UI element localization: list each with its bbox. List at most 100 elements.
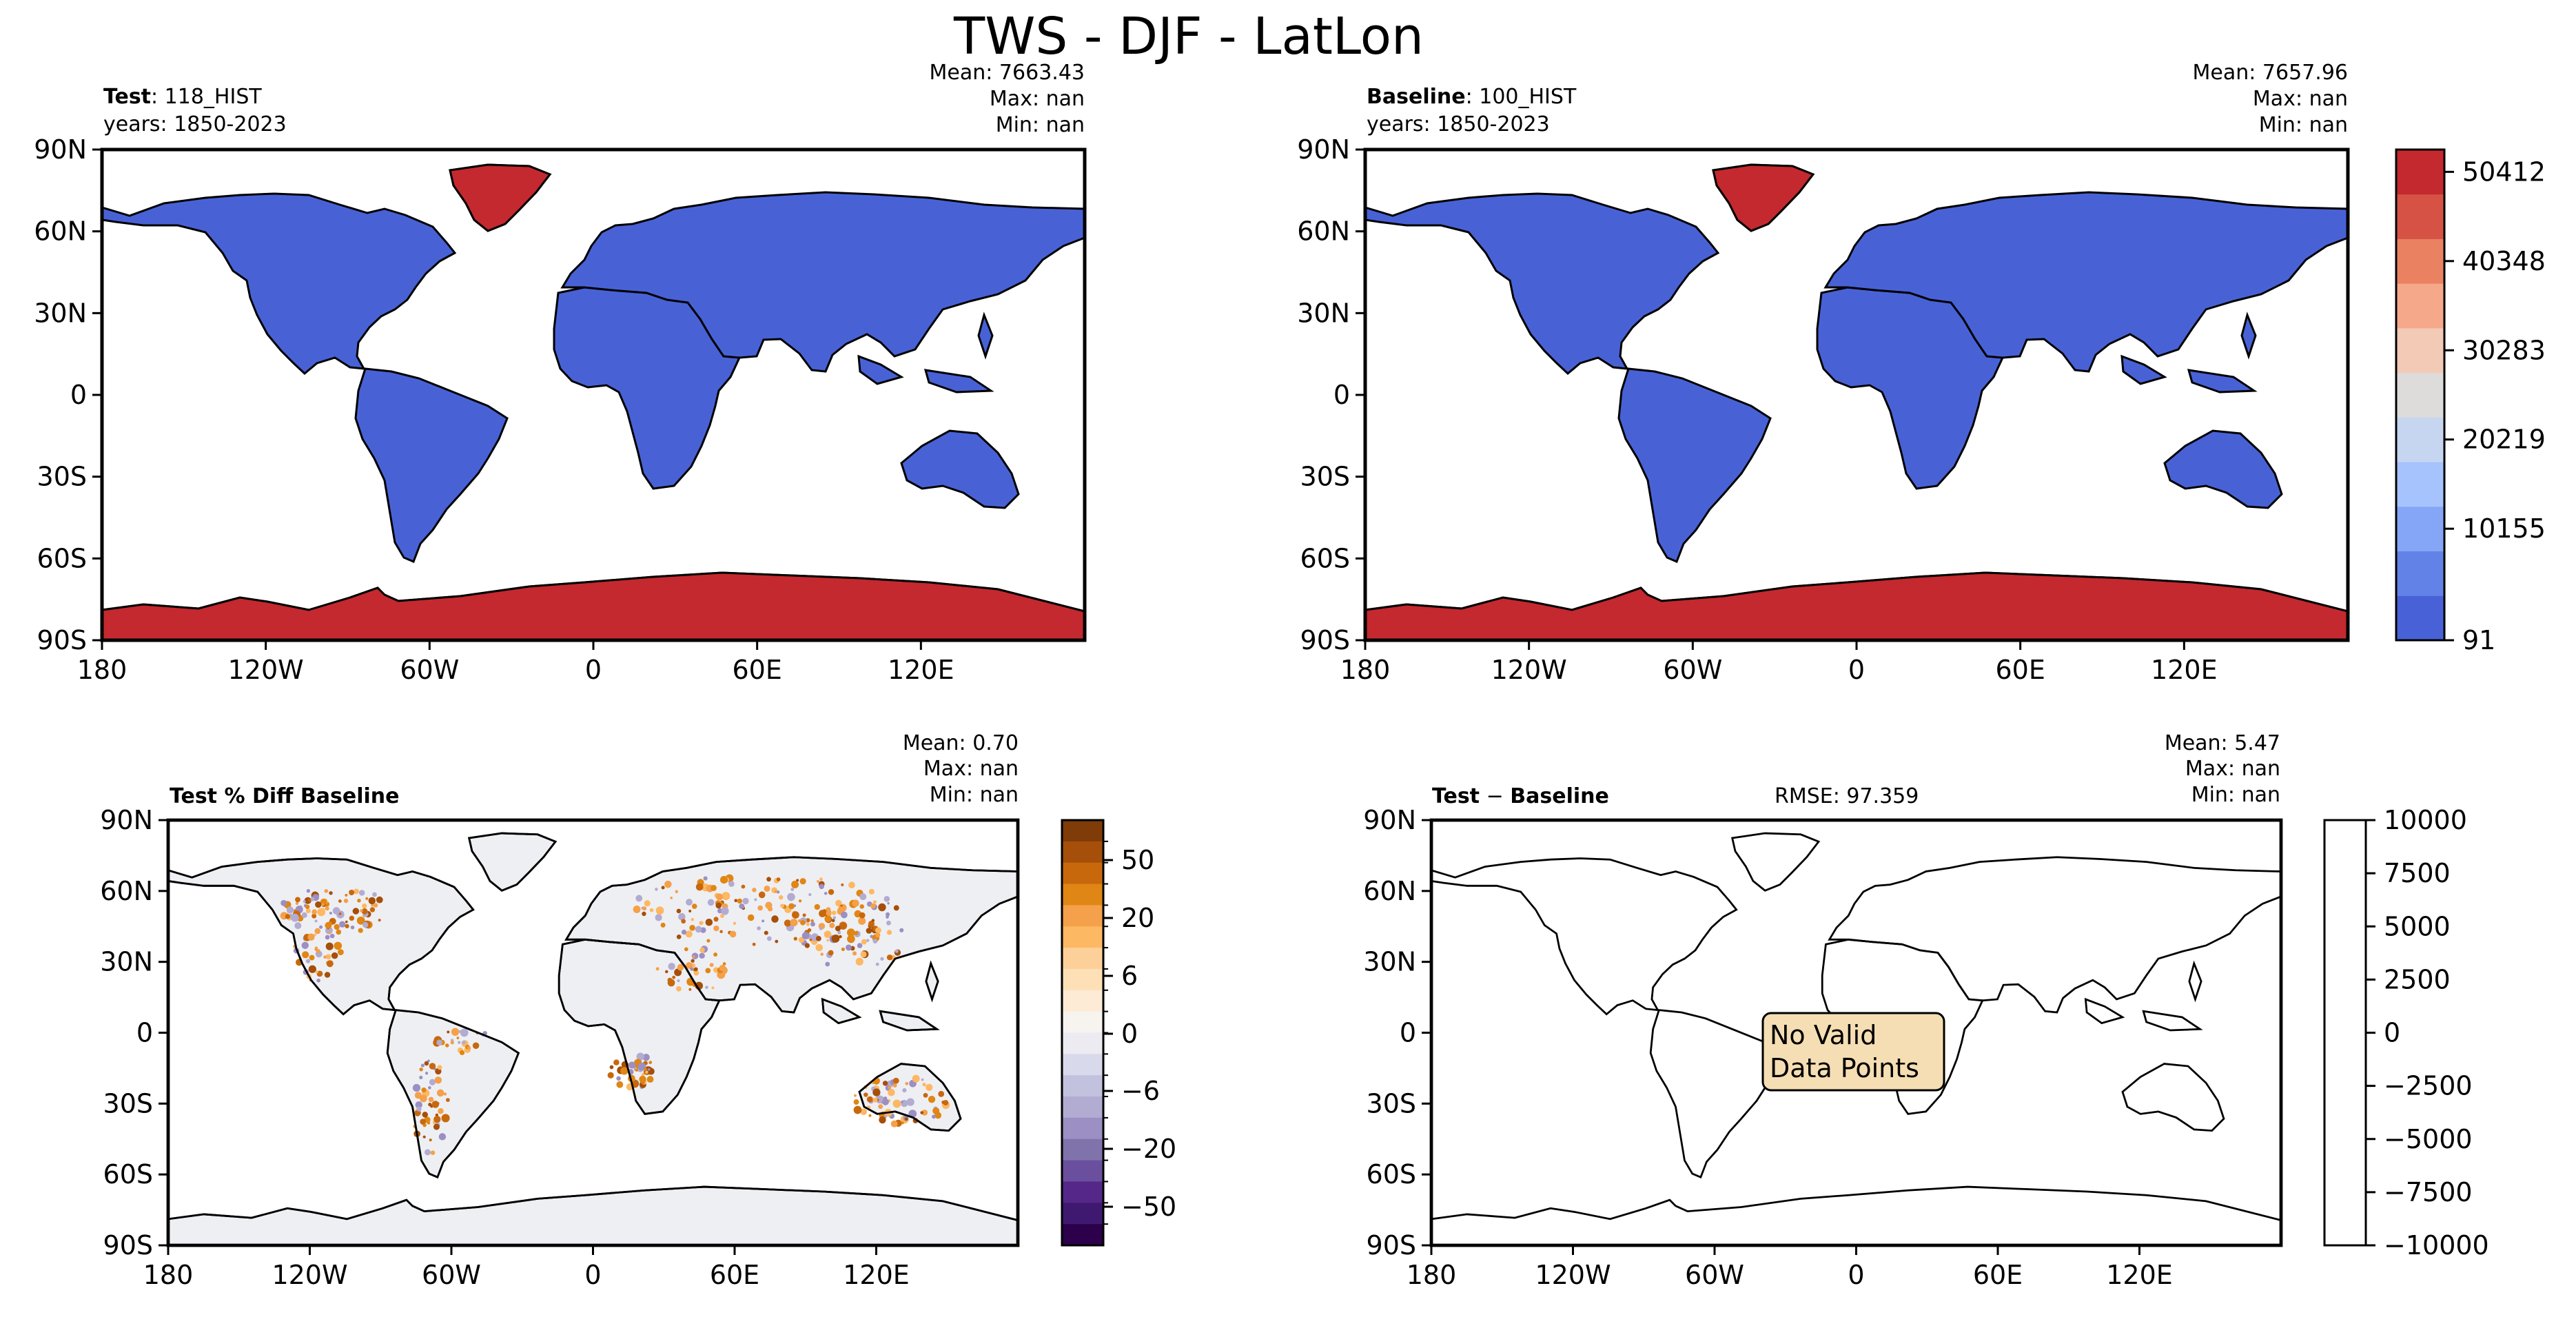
- pct-diff-speckle: [642, 906, 647, 911]
- figure-title: TWS - DJF - LatLon: [953, 7, 1424, 66]
- pct-diff-speckle: [280, 899, 287, 906]
- pct-diff-speckle: [326, 960, 334, 968]
- pct-diff-speckle: [670, 897, 673, 899]
- pct-diff-speckle: [831, 910, 837, 915]
- pct-diff-speckle: [819, 884, 824, 890]
- pct-diff-speckle: [797, 919, 801, 923]
- pct-diff-speckle: [819, 877, 823, 881]
- pct-diff-speckle: [361, 908, 368, 915]
- pct-diff-speckle: [676, 908, 682, 914]
- colorbar-segment: [1062, 1032, 1103, 1054]
- pct-diff-speckle: [737, 898, 743, 904]
- pct-diff-speckle: [840, 911, 848, 919]
- pct-diff-speckle: [655, 906, 664, 915]
- pct-diff-speckle: [890, 1120, 898, 1127]
- lat-tick-label: 30N: [1297, 298, 1350, 328]
- pct-diff-speckle: [847, 935, 855, 943]
- pct-diff-speckle: [334, 923, 340, 930]
- pct-diff-speckle: [688, 988, 692, 991]
- pct-diff-speckle: [866, 928, 872, 934]
- pct-diff-speckle: [879, 1116, 886, 1124]
- pct-diff-speckle: [880, 957, 884, 961]
- pct-diff-speckle: [715, 893, 724, 901]
- pct-diff-speckle: [904, 1117, 908, 1121]
- lon-tick-label: 180: [1340, 655, 1391, 685]
- pct-diff-speckle: [331, 952, 338, 959]
- colorbar-segment: [1062, 968, 1103, 991]
- pct-diff-speckle: [425, 1072, 429, 1075]
- pct-diff-speckle: [316, 948, 320, 954]
- pct-diff-speckle: [926, 1083, 933, 1091]
- panel-diff: Test − Baseline RMSE: 97.359 Mean: 5.47 …: [1363, 731, 2283, 1290]
- lat-tick-label: 30N: [1363, 947, 1416, 977]
- pct-diff-speckle: [831, 935, 840, 943]
- baseline-years: years: 1850-2023: [1367, 112, 1550, 136]
- pct-diff-speckle: [436, 1039, 442, 1046]
- colorbar-tick-label: 30283: [2462, 335, 2546, 365]
- baseline-min: Min: nan: [2259, 113, 2348, 137]
- test-mean: Mean: 7663.43: [930, 61, 1085, 85]
- pct-diff-speckle: [644, 900, 651, 907]
- colorbar-segment: [1062, 1181, 1103, 1203]
- pct-diff-speckle: [325, 935, 330, 940]
- pct-diff-speckle: [323, 955, 327, 959]
- pct-diff-speckle: [912, 1074, 920, 1083]
- pct-diff-speckle: [349, 915, 355, 921]
- pct-diff-speckle: [882, 1081, 888, 1086]
- pct-diff-speckle: [923, 1092, 928, 1098]
- pct-diff-speckle: [766, 877, 771, 882]
- pct-diff-speckle: [647, 1068, 651, 1071]
- pct-diff-speckle: [886, 930, 892, 935]
- pct-diff-speckle: [668, 963, 675, 970]
- pct-diff-speckle: [868, 920, 875, 928]
- pct-diff-speckle: [829, 922, 835, 928]
- pct-diff-speckle: [872, 939, 878, 944]
- colorbar-segment: [1062, 820, 1103, 842]
- lat-tick-label: 60N: [1363, 876, 1416, 906]
- pct-diff-speckle: [861, 1111, 865, 1115]
- lat-tick-label: 90N: [100, 805, 153, 835]
- lat-tick-label: 30S: [37, 462, 87, 492]
- pct-diff-speckle: [305, 959, 311, 963]
- pct-diff-speckle: [316, 978, 320, 983]
- pct-diff-speckle: [857, 943, 863, 948]
- pct-diff-speckle: [875, 932, 881, 938]
- lon-tick-label: 120E: [843, 1260, 910, 1290]
- colorbar-outline: [2395, 148, 2446, 642]
- pct-diff-speckle: [875, 1095, 884, 1104]
- pct-diff-speckle: [644, 1068, 647, 1071]
- pct-diff-speckle: [286, 906, 294, 914]
- pct-diff-speckle: [684, 947, 688, 952]
- pct-diff-speckle: [307, 933, 315, 941]
- lat-tick-label: 0: [1333, 380, 1350, 410]
- pct-diff-speckle: [691, 917, 694, 921]
- pct-diff-speckle: [436, 1102, 440, 1105]
- pct-diff-speckle: [456, 1037, 460, 1039]
- test-years: years: 1850-2023: [103, 112, 287, 136]
- pct-diff-speckle: [420, 1063, 425, 1068]
- pct-diff-speckle: [317, 908, 326, 917]
- pct-diff-speckle: [841, 883, 844, 887]
- pct-diff-speckle: [633, 906, 641, 913]
- colorbar-segment: [1062, 948, 1103, 970]
- pct-diff-speckle: [819, 927, 823, 930]
- colorbar-segment: [2396, 462, 2444, 507]
- pct-diff-speckle: [427, 1121, 431, 1125]
- pct-diff-speckle: [655, 888, 658, 891]
- pct-diff-speckle: [875, 927, 881, 934]
- annotation-line-2: Data Points: [1770, 1053, 1919, 1083]
- pct-diff-speckle: [446, 1098, 450, 1102]
- pct-diff-speckle: [709, 963, 714, 968]
- pct-diff-speckle: [616, 1076, 621, 1081]
- pct-diff-speckle: [451, 1028, 460, 1037]
- pct-diff-speckle: [806, 918, 810, 923]
- pct-diff-speckle: [321, 903, 325, 906]
- pct-diff-speckle: [728, 881, 735, 887]
- pct-diff-speckle: [613, 1059, 620, 1065]
- pct-diff-speckle: [667, 979, 675, 987]
- colorbar-segment: [1062, 862, 1103, 885]
- pct-diff-speckle: [685, 930, 693, 938]
- colorbar-segment: [1062, 1096, 1103, 1119]
- pct-diff-speckle: [295, 901, 299, 906]
- pct-diff-speckle: [826, 939, 829, 942]
